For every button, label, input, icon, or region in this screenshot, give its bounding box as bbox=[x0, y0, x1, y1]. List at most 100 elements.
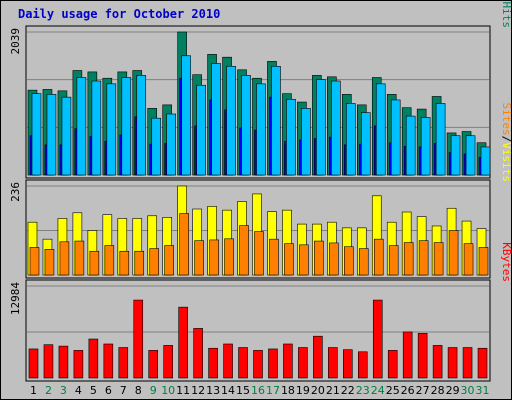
bar-pages-day-9 bbox=[151, 117, 162, 176]
bar-pages-day-17 bbox=[271, 65, 281, 176]
bar-pages-day-7 bbox=[121, 77, 132, 176]
bar-pages-day-18 bbox=[286, 98, 296, 176]
x-tick-label: 11 bbox=[176, 384, 190, 397]
bar-kbytes-day-31 bbox=[477, 347, 488, 379]
x-tick-label: 4 bbox=[75, 384, 82, 397]
bar-sites-day-24 bbox=[373, 238, 384, 276]
bar-kbytes-day-11 bbox=[178, 306, 188, 379]
bar-sites-day-12 bbox=[194, 240, 204, 276]
bar-sites-day-16 bbox=[254, 231, 264, 276]
bar-sites-day-27 bbox=[418, 240, 429, 276]
chart-title: Daily usage for October 2010 bbox=[18, 7, 220, 21]
bar-sites-day-7 bbox=[119, 250, 130, 276]
x-tick-label: 7 bbox=[120, 384, 127, 397]
bar-pages-day-1 bbox=[31, 93, 42, 176]
bar-kbytes-day-28 bbox=[432, 345, 443, 379]
bar-kbytes-day-20 bbox=[313, 335, 323, 379]
bar-pages-day-21 bbox=[331, 80, 341, 176]
bar-kbytes-day-4 bbox=[73, 350, 84, 379]
bar-kbytes-day-7 bbox=[118, 347, 129, 379]
panel-visits-sites: 236 Sites/Visits bbox=[9, 103, 512, 279]
bar-sites-day-28 bbox=[433, 242, 444, 276]
bar-pages-day-27 bbox=[420, 117, 431, 176]
legend-entry: Hits bbox=[500, 2, 512, 29]
bar-kbytes-day-10 bbox=[163, 345, 173, 379]
bar-kbytes-day-3 bbox=[58, 345, 69, 379]
legend-entry: KBytes bbox=[500, 242, 512, 282]
bar-pages-day-29 bbox=[450, 135, 461, 176]
legend-entry: / bbox=[500, 136, 512, 143]
bar-sites-day-9 bbox=[149, 248, 160, 276]
bar-sites-day-29 bbox=[448, 230, 459, 276]
x-tick-label: 6 bbox=[105, 384, 112, 397]
panel-kbytes: 12984 KBytes bbox=[9, 242, 512, 382]
bar-pages-day-5 bbox=[91, 80, 102, 176]
bar-kbytes-day-29 bbox=[447, 347, 458, 379]
bar-kbytes-day-5 bbox=[88, 338, 99, 379]
bar-sites-day-15 bbox=[239, 225, 249, 276]
panel-hits-files-pages: 2039 Pages/Files/Hits bbox=[9, 0, 512, 179]
x-tick-label: 9 bbox=[150, 384, 157, 397]
x-tick-label: 2 bbox=[45, 384, 52, 397]
bar-kbytes-day-25 bbox=[387, 350, 398, 379]
x-tick-label: 18 bbox=[281, 384, 295, 397]
x-tick-label: 28 bbox=[431, 384, 445, 397]
bar-kbytes-day-2 bbox=[43, 344, 54, 379]
bar-pages-day-23 bbox=[360, 112, 371, 176]
x-tick-label: 13 bbox=[206, 384, 220, 397]
bar-sites-day-18 bbox=[284, 243, 294, 276]
bar-sites-day-3 bbox=[59, 241, 70, 276]
bar-sites-day-23 bbox=[358, 248, 369, 276]
series-kbytes bbox=[28, 299, 488, 379]
bar-pages-day-6 bbox=[106, 83, 117, 176]
bar-pages-day-30 bbox=[465, 135, 476, 176]
bar-kbytes-day-18 bbox=[283, 343, 293, 379]
bar-kbytes-day-22 bbox=[343, 349, 353, 379]
bar-pages-day-3 bbox=[61, 96, 72, 176]
x-tick-label: 25 bbox=[386, 384, 400, 397]
bar-sites-day-21 bbox=[329, 242, 339, 276]
bar-kbytes-day-24 bbox=[372, 299, 383, 379]
x-tick-label: 26 bbox=[401, 384, 415, 397]
y-axis-max-label: 12984 bbox=[9, 282, 22, 315]
panel-legend: Sites/Visits bbox=[500, 103, 512, 183]
bar-sites-day-8 bbox=[134, 250, 145, 276]
bar-kbytes-day-8 bbox=[133, 299, 144, 379]
bar-sites-day-19 bbox=[299, 244, 309, 276]
bar-sites-day-31 bbox=[478, 247, 489, 276]
bar-sites-day-13 bbox=[209, 239, 219, 276]
x-tick-label: 23 bbox=[356, 384, 370, 397]
bar-pages-day-10 bbox=[166, 113, 176, 176]
series-pages bbox=[31, 55, 491, 176]
x-tick-label: 5 bbox=[90, 384, 97, 397]
x-tick-label: 12 bbox=[191, 384, 205, 397]
bar-pages-day-13 bbox=[211, 63, 221, 176]
bar-pages-day-25 bbox=[390, 99, 401, 176]
x-tick-label: 27 bbox=[416, 384, 430, 397]
x-tick-label: 16 bbox=[251, 384, 265, 397]
x-tick-label: 21 bbox=[326, 384, 340, 397]
bar-sites-day-1 bbox=[29, 247, 40, 276]
bar-sites-day-22 bbox=[344, 246, 354, 276]
bar-pages-day-14 bbox=[226, 65, 236, 176]
bar-kbytes-day-15 bbox=[238, 347, 248, 379]
bar-kbytes-day-23 bbox=[357, 351, 368, 379]
panel-legend: Pages/Files/Hits bbox=[500, 0, 512, 28]
bar-kbytes-day-30 bbox=[462, 347, 473, 379]
bar-pages-day-4 bbox=[76, 77, 87, 176]
x-tick-label: 30 bbox=[461, 384, 475, 397]
x-tick-label: 31 bbox=[476, 384, 490, 397]
bar-sites-day-5 bbox=[89, 250, 100, 276]
x-tick-label: 10 bbox=[161, 384, 175, 397]
x-tick-label: 29 bbox=[446, 384, 460, 397]
bar-sites-day-10 bbox=[164, 245, 174, 276]
bar-sites-day-20 bbox=[314, 240, 324, 276]
bar-pages-day-20 bbox=[316, 79, 326, 176]
panel-legend: KBytes bbox=[500, 242, 512, 282]
bar-kbytes-day-6 bbox=[103, 343, 114, 379]
bar-kbytes-day-19 bbox=[298, 347, 308, 379]
bar-pages-day-31 bbox=[480, 146, 491, 176]
bar-pages-day-26 bbox=[405, 115, 416, 176]
x-tick-label: 8 bbox=[135, 384, 142, 397]
